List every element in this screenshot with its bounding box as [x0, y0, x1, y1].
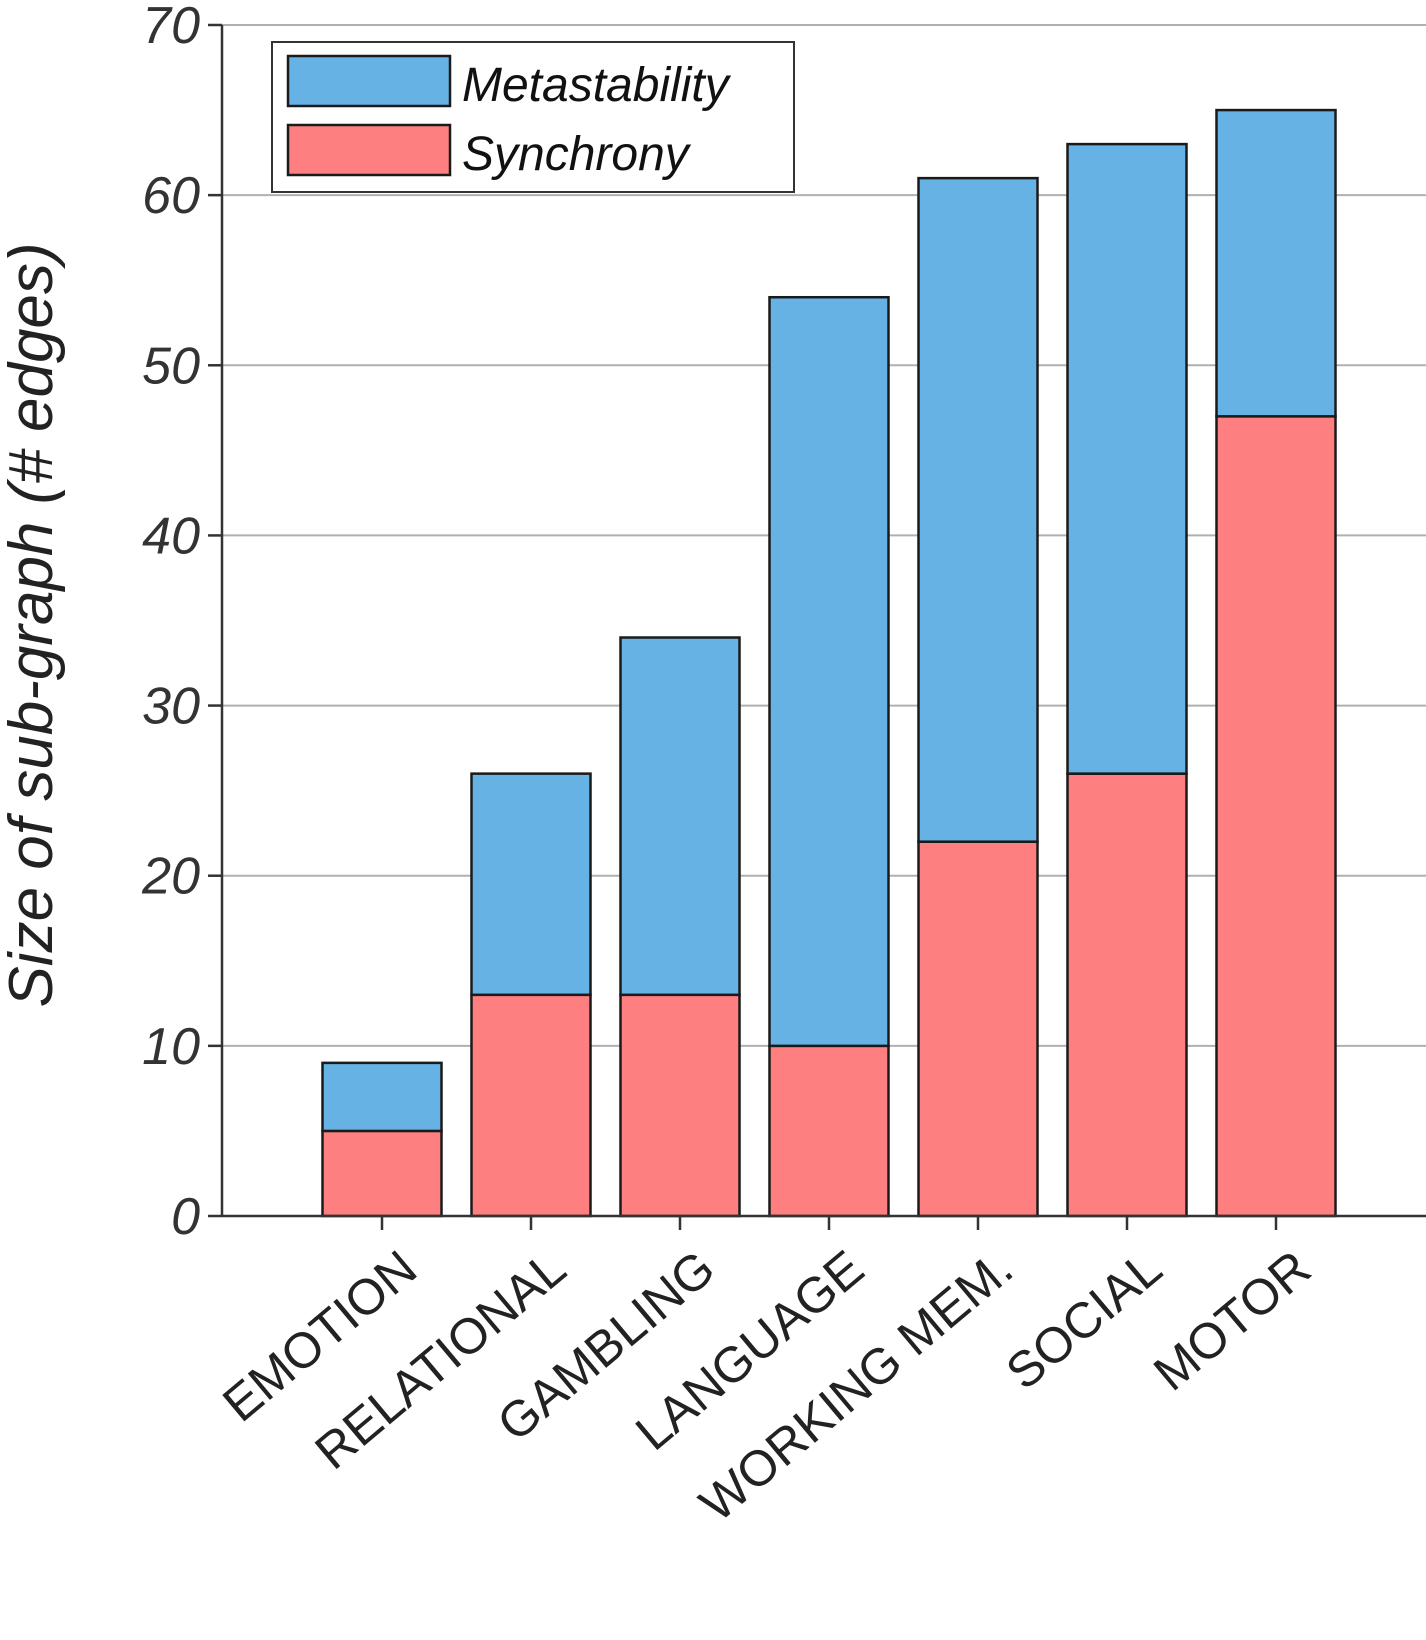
- bar-emotion-metastability: [321, 1061, 443, 1133]
- bar-working-mem-synchrony: [917, 840, 1039, 1218]
- bars: [321, 108, 1337, 1218]
- bar-relational-metastability: [470, 772, 592, 997]
- legend-label-metastability: Metastability: [462, 59, 732, 112]
- bar-language-synchrony: [768, 1044, 890, 1218]
- y-tick-label-10: 10: [142, 1018, 200, 1076]
- y-tick-label-60: 60: [142, 167, 200, 225]
- bar-gambling-synchrony: [619, 993, 741, 1218]
- bar-language-metastability: [768, 295, 890, 1048]
- bar-emotion-synchrony: [321, 1129, 443, 1218]
- legend-swatch-metastability: [286, 54, 452, 108]
- legend: Metastability Synchrony: [271, 41, 795, 193]
- x-tick-label-5: SOCIAL: [996, 1240, 1172, 1401]
- bar-motor-metastability: [1215, 108, 1337, 418]
- y-tick-label-70: 70: [142, 0, 200, 55]
- y-tick-label-30: 30: [142, 678, 200, 736]
- bar-motor-synchrony: [1215, 415, 1337, 1218]
- x-tick-label-1: RELATIONAL: [305, 1240, 577, 1481]
- x-tick-label-6: MOTOR: [1143, 1240, 1321, 1402]
- y-tick-label-40: 40: [142, 507, 200, 565]
- legend-label-synchrony: Synchrony: [462, 128, 692, 181]
- y-tick-label-50: 50: [142, 337, 200, 395]
- bar-relational-synchrony: [470, 993, 592, 1218]
- y-tick-label-20: 20: [141, 848, 200, 906]
- y-tick-label-0: 0: [171, 1188, 200, 1246]
- axes: [208, 23, 1426, 1230]
- bar-social-metastability: [1066, 142, 1188, 775]
- y-axis-title: Size of sub-graph (# edges): [0, 242, 66, 1007]
- legend-swatch-synchrony: [286, 123, 452, 177]
- bar-social-synchrony: [1066, 772, 1188, 1218]
- bar-working-mem-metastability: [917, 176, 1039, 843]
- bar-gambling-metastability: [619, 636, 741, 997]
